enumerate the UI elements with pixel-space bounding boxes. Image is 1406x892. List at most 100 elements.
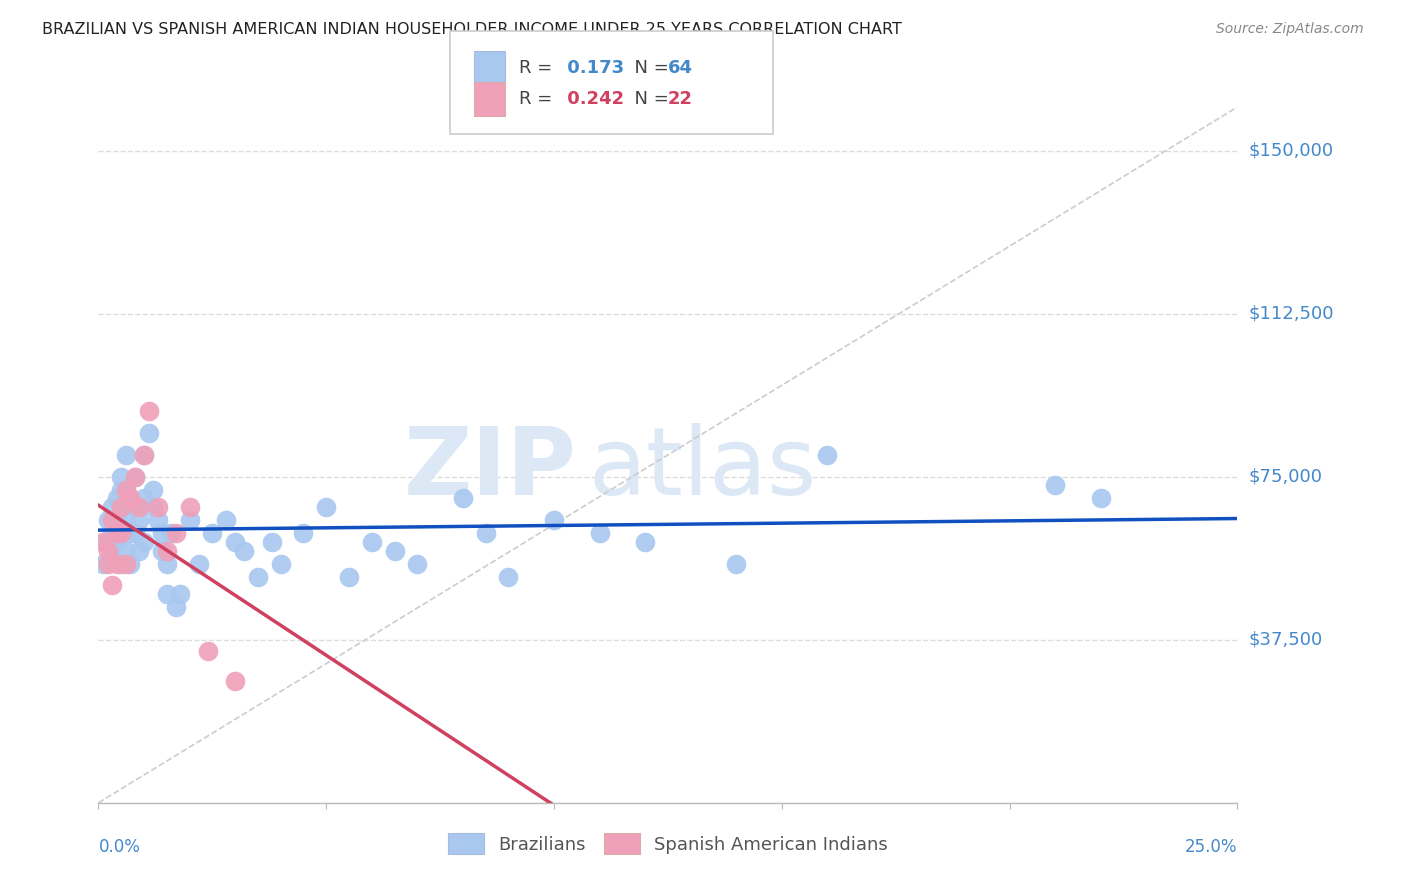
Point [224,534,246,549]
Point [101,578,124,592]
Point [498,570,520,584]
Point [105,526,128,541]
Point [360,534,382,549]
Text: Source: ZipAtlas.com: Source: ZipAtlas.com [1216,22,1364,37]
Point [150,526,173,541]
Point [132,448,155,462]
Text: 0.242: 0.242 [561,90,624,108]
Point [101,500,124,514]
Text: 25.0%: 25.0% [1185,838,1237,855]
Point [132,491,155,506]
Point [124,526,146,541]
Point [169,587,191,601]
Point [406,557,429,571]
Point [101,526,124,541]
Point [124,469,146,483]
Point [246,570,269,584]
Point [150,543,173,558]
Point [124,500,146,514]
Point [260,534,283,549]
Point [105,557,128,571]
Point [114,543,136,558]
Point [128,500,150,514]
Point [110,500,132,514]
Point [725,557,748,571]
Point [187,557,209,571]
Point [142,500,165,514]
Point [96,557,118,571]
Point [156,543,179,558]
Text: 22: 22 [668,90,693,108]
Point [128,543,150,558]
Point [1043,478,1066,492]
Point [179,513,201,527]
Point [179,500,201,514]
Point [101,513,124,527]
Point [292,526,315,541]
Point [138,404,160,418]
Point [543,513,565,527]
Point [132,448,155,462]
Point [120,557,142,571]
Text: $150,000: $150,000 [1249,142,1333,160]
Point [146,500,169,514]
Point [105,491,128,506]
Point [165,600,187,615]
Point [91,557,114,571]
Point [120,526,142,541]
Point [96,513,118,527]
Point [124,469,146,483]
Point [160,526,183,541]
Point [156,587,179,601]
Point [215,513,238,527]
Point [588,526,610,541]
Text: $112,500: $112,500 [1249,304,1334,323]
Point [114,557,136,571]
Point [337,570,360,584]
Point [233,543,256,558]
Text: 0.0%: 0.0% [98,838,141,855]
Point [142,483,165,497]
Point [96,534,118,549]
Point [1090,491,1112,506]
Point [165,526,187,541]
Text: R =: R = [519,90,558,108]
Point [96,543,118,558]
Text: 0.173: 0.173 [561,59,624,77]
Point [197,643,219,657]
Point [201,526,224,541]
Point [224,674,246,689]
Point [156,557,179,571]
Text: 64: 64 [668,59,693,77]
Point [474,526,496,541]
Point [110,500,132,514]
Point [114,483,136,497]
Legend: Brazilians, Spanish American Indians: Brazilians, Spanish American Indians [439,824,897,863]
Point [270,557,292,571]
Text: N =: N = [623,59,675,77]
Text: R =: R = [519,59,558,77]
Point [110,469,132,483]
Point [114,513,136,527]
Point [132,534,155,549]
Point [114,483,136,497]
Point [451,491,474,506]
Point [91,534,114,549]
Point [138,426,160,441]
Point [114,448,136,462]
Point [110,483,132,497]
Point [815,448,838,462]
Text: N =: N = [623,90,675,108]
Point [384,543,406,558]
Point [120,491,142,506]
Point [146,513,169,527]
Point [315,500,337,514]
Text: BRAZILIAN VS SPANISH AMERICAN INDIAN HOUSEHOLDER INCOME UNDER 25 YEARS CORRELATI: BRAZILIAN VS SPANISH AMERICAN INDIAN HOU… [42,22,903,37]
Text: $75,000: $75,000 [1249,467,1323,485]
Point [101,543,124,558]
Point [110,557,132,571]
Text: $37,500: $37,500 [1249,631,1323,648]
Text: ZIP: ZIP [404,423,576,515]
Point [110,526,132,541]
Point [120,491,142,506]
